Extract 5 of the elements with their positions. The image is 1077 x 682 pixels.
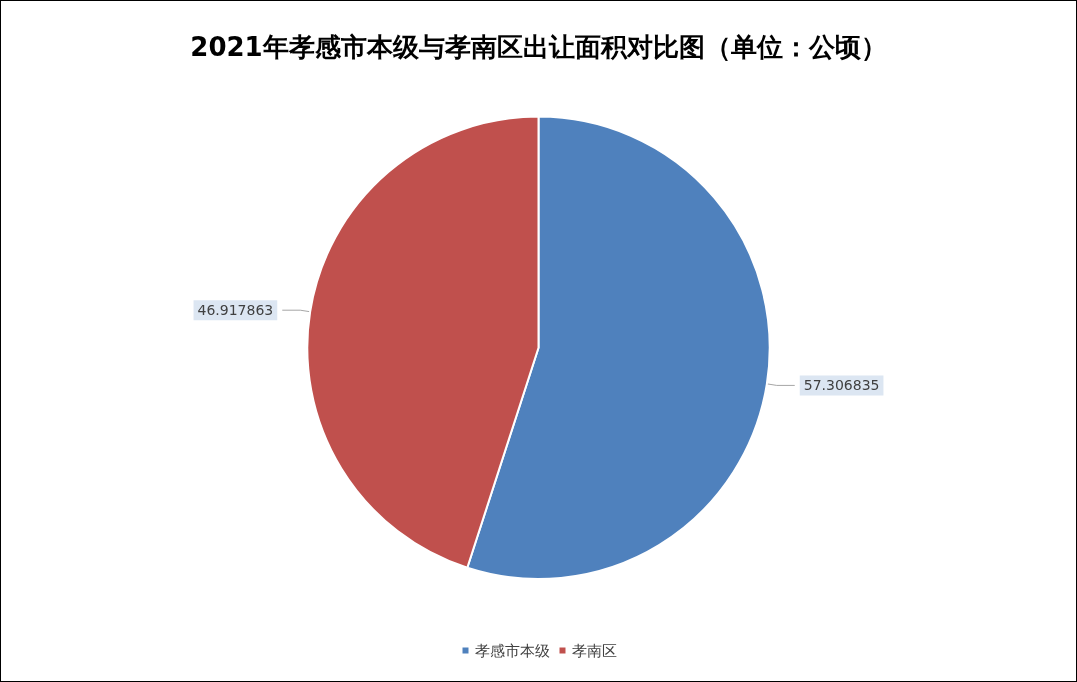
data-label: 46.917863 — [197, 302, 274, 319]
legend-label: 孝南区 — [571, 641, 617, 660]
data-label: 57.306835 — [803, 377, 880, 394]
legend-label: 孝感市本级 — [474, 641, 550, 660]
chart-title: 2021年孝感市本级与孝南区出让面积对比图（单位：公顷） — [190, 32, 887, 62]
